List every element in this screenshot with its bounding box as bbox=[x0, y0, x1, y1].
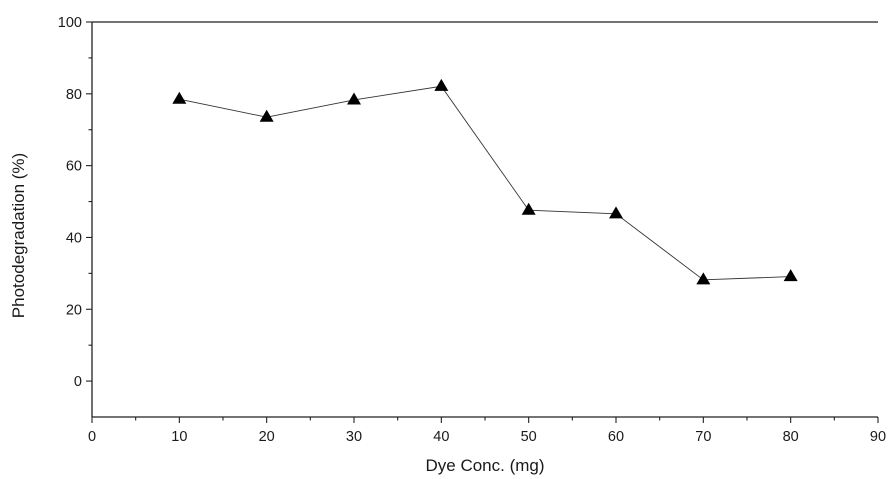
data-point-marker bbox=[696, 272, 711, 285]
y-tick-label: 20 bbox=[66, 302, 82, 318]
x-tick-label: 50 bbox=[521, 429, 537, 445]
data-point-marker bbox=[609, 206, 623, 219]
x-tick-label: 10 bbox=[171, 429, 187, 445]
x-tick-label: 0 bbox=[88, 429, 96, 445]
data-point-marker bbox=[783, 269, 798, 282]
x-tick-label: 30 bbox=[346, 429, 362, 445]
x-tick-label: 70 bbox=[695, 429, 711, 445]
series-line bbox=[179, 85, 791, 281]
y-axis-title: Photodegradation (%) bbox=[9, 153, 28, 318]
data-point-marker bbox=[434, 78, 449, 91]
y-ticks: 0 20 40 60 80 100 bbox=[58, 15, 92, 390]
x-axis-title: Dye Conc. (mg) bbox=[425, 456, 544, 475]
plot-series bbox=[172, 78, 798, 285]
x-tick-label: 80 bbox=[783, 429, 799, 445]
x-tick-label: 40 bbox=[433, 429, 449, 445]
y-tick-label: 0 bbox=[74, 374, 82, 390]
x-tick-label: 60 bbox=[608, 429, 624, 445]
y-tick-label: 60 bbox=[66, 159, 82, 175]
y-tick-label: 80 bbox=[66, 87, 82, 103]
x-ticks: 0 10 20 30 40 50 60 70 80 90 bbox=[88, 417, 886, 445]
y-tick-label: 40 bbox=[66, 230, 82, 246]
data-point-marker bbox=[172, 91, 187, 104]
axes bbox=[91, 21, 878, 418]
y-tick-label: 100 bbox=[58, 15, 82, 31]
data-point-marker bbox=[259, 109, 274, 122]
data-point-marker bbox=[521, 202, 536, 215]
data-point-marker bbox=[347, 92, 361, 105]
x-tick-label: 20 bbox=[259, 429, 275, 445]
x-tick-label: 90 bbox=[870, 429, 886, 445]
